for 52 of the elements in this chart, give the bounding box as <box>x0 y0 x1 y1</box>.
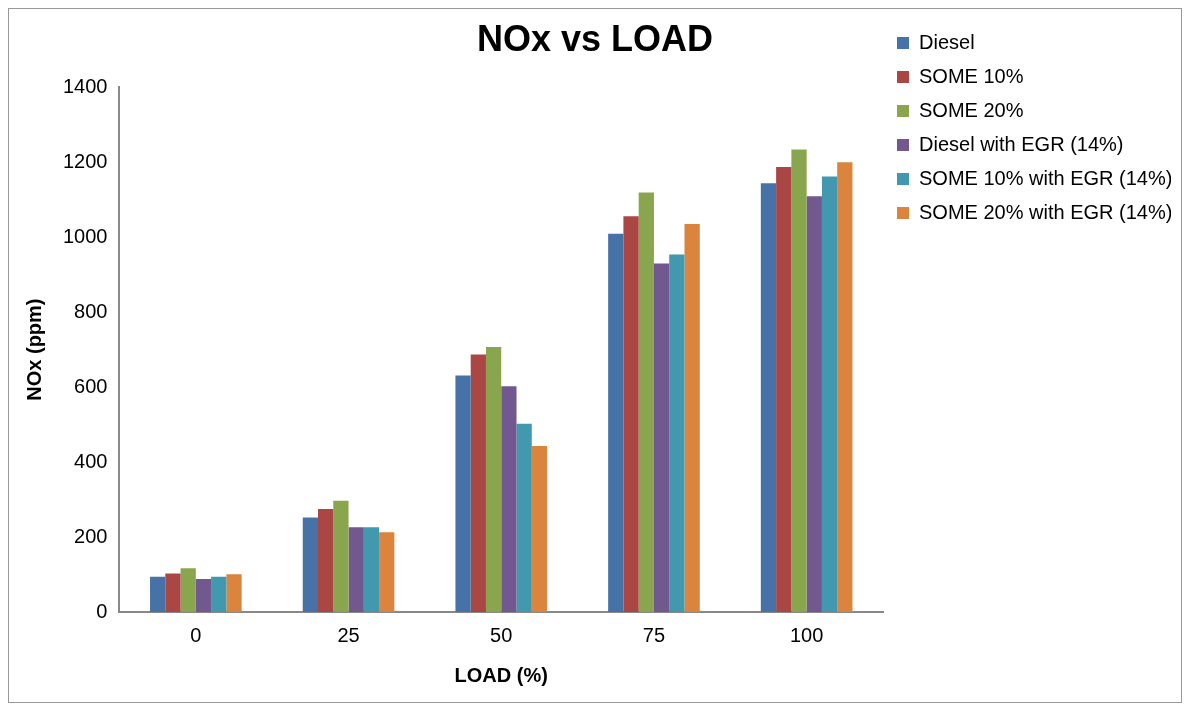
legend-label: SOME 20% <box>919 98 1024 121</box>
bar <box>195 579 212 612</box>
bar <box>318 508 334 612</box>
bar <box>684 224 700 612</box>
legend-label: Diesel <box>919 30 975 53</box>
y-tick-label: 800 <box>74 299 108 322</box>
y-axis-title: NOx (ppm) <box>22 298 45 401</box>
bar <box>333 500 349 612</box>
bar <box>669 254 685 612</box>
bar <box>516 423 532 612</box>
y-tick-label: 1400 <box>62 74 108 97</box>
y-tick-label: 0 <box>96 599 108 622</box>
bar <box>653 263 670 612</box>
x-tick-label: 25 <box>337 623 360 646</box>
y-tick-label: 400 <box>74 449 108 472</box>
bar <box>623 216 639 612</box>
bar <box>821 176 838 612</box>
x-tick-label: 100 <box>789 623 824 646</box>
bar <box>760 183 777 612</box>
y-tick-label: 1200 <box>62 149 108 172</box>
chart-title: NOx vs LOAD <box>476 17 714 59</box>
bar <box>348 527 364 612</box>
bar <box>638 192 654 612</box>
bar <box>837 162 853 612</box>
bar <box>470 354 486 612</box>
y-tick-label: 1000 <box>62 224 108 247</box>
bar <box>501 386 517 612</box>
y-tick-label: 600 <box>74 374 108 397</box>
x-tick-label: 75 <box>642 623 666 646</box>
x-tick-label: 50 <box>490 623 513 646</box>
bar <box>379 532 395 612</box>
bar <box>776 167 792 612</box>
bar <box>150 576 166 612</box>
bar <box>165 573 181 612</box>
bar <box>363 527 380 612</box>
bar <box>211 576 227 612</box>
legend-label: SOME 10% with EGR (14%) <box>919 166 1173 189</box>
legend-label: SOME 20% with EGR (14%) <box>919 200 1173 223</box>
bar <box>608 233 624 612</box>
bar <box>455 375 471 612</box>
bar <box>791 149 807 612</box>
bar <box>485 346 502 612</box>
x-axis-title: LOAD (%) <box>454 663 548 686</box>
bar <box>302 517 318 612</box>
x-tick-label: 0 <box>190 623 202 646</box>
bar <box>226 574 242 612</box>
y-tick-label: 200 <box>74 524 108 547</box>
bar <box>180 568 196 612</box>
bar <box>531 445 548 612</box>
legend-label: SOME 10% <box>919 64 1024 87</box>
legend-label: Diesel with EGR (14%) <box>919 132 1124 155</box>
bar <box>806 196 822 612</box>
